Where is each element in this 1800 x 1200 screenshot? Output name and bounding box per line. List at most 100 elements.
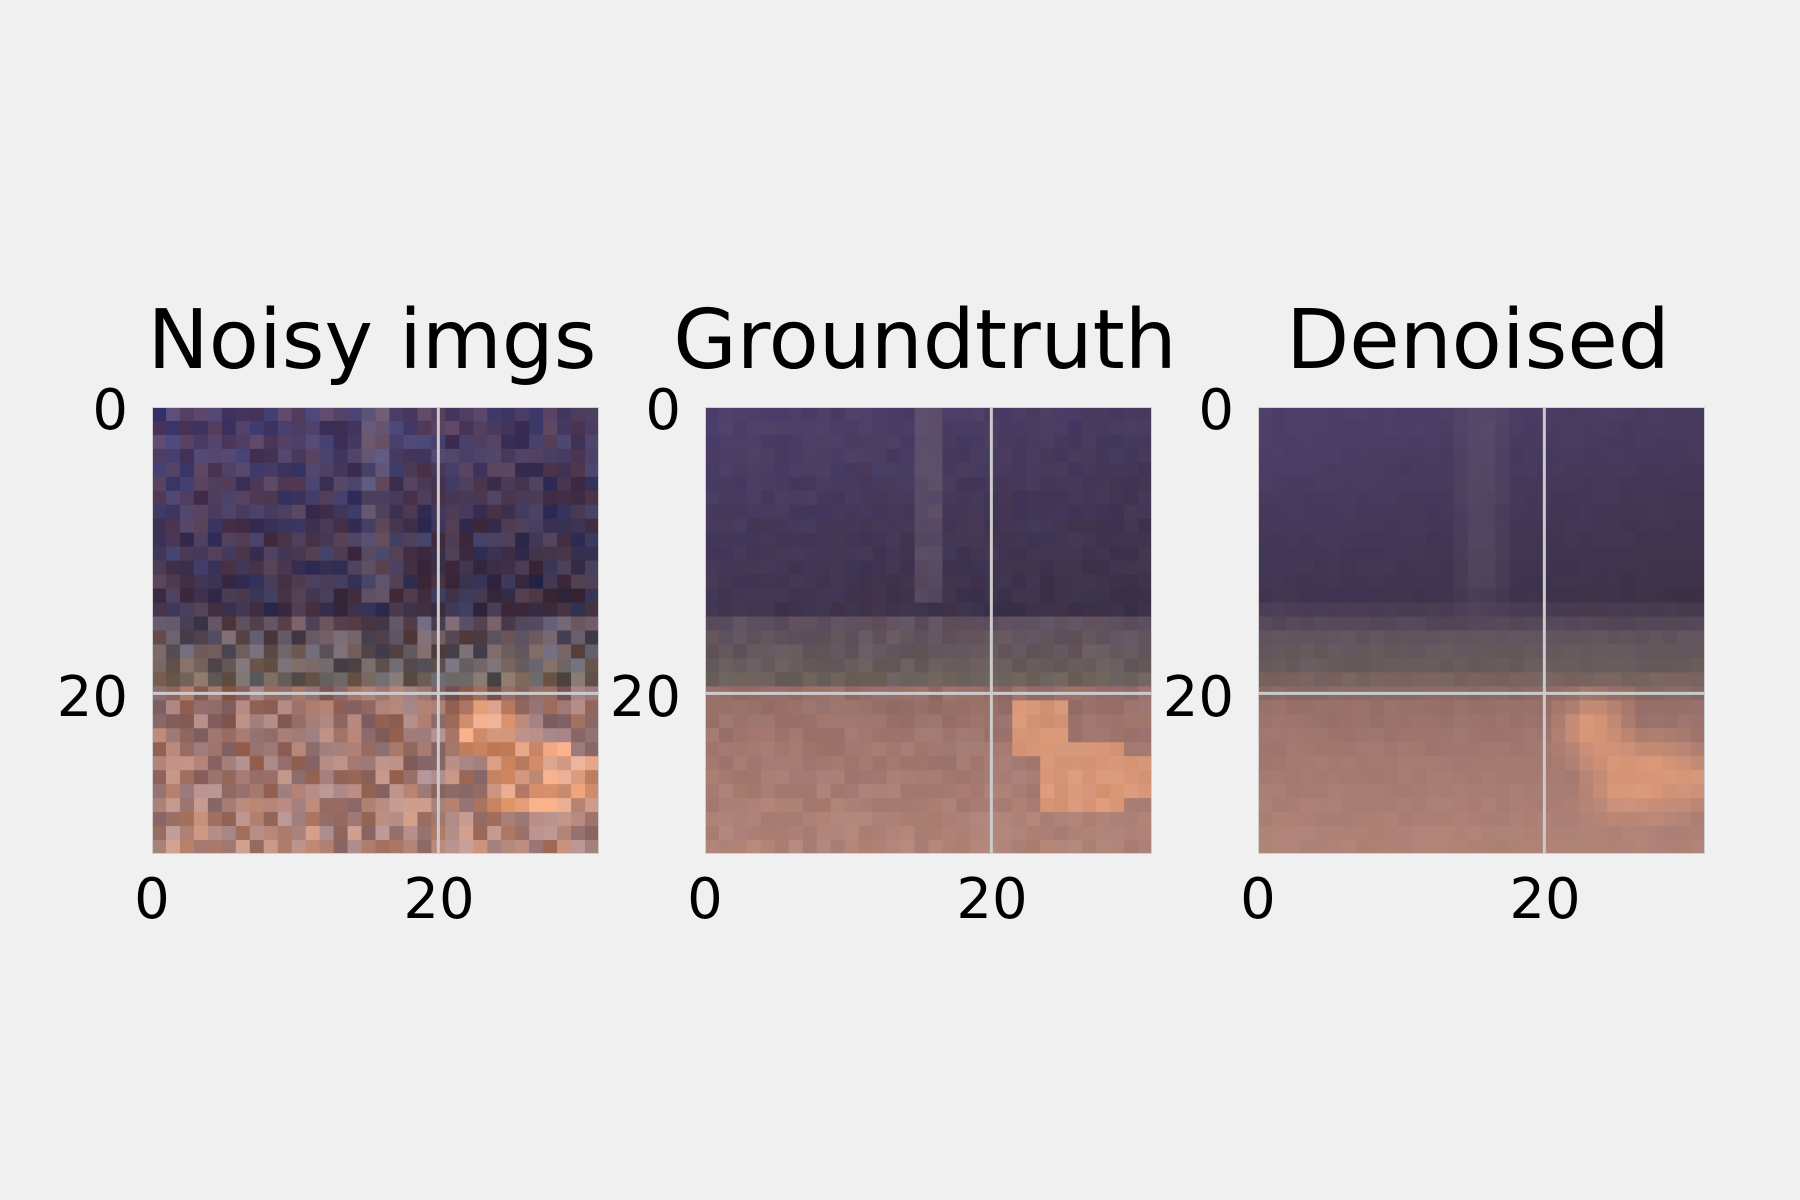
pixel [515,504,530,520]
pixel [585,504,599,520]
pixel [389,532,405,548]
pixel [1467,616,1483,632]
pixel [1523,504,1538,520]
pixel [361,546,377,562]
pixel [1341,826,1357,841]
pixel [1341,504,1357,520]
pixel [1026,518,1041,534]
pixel [1299,602,1315,618]
pixel [1327,644,1343,660]
pixel [1040,728,1055,743]
pixel [1453,504,1469,520]
pixel [1383,784,1399,799]
pixel [1565,518,1580,534]
pixel [1397,826,1413,841]
pixel [277,560,293,576]
pixel [1467,658,1483,674]
pixel [319,756,335,771]
pixel [179,798,195,813]
pixel [928,476,944,492]
pixel [165,476,181,492]
pixel [746,420,762,436]
pixel [487,476,502,492]
pixel [557,672,572,687]
pixel [746,798,762,813]
pixel [557,742,572,757]
ytick-label: 20 [1162,665,1234,730]
pixel [375,672,391,687]
pixel [319,532,335,548]
pixel [1138,728,1152,743]
pixel [942,420,958,436]
pixel [1551,756,1566,771]
pixel [788,826,804,841]
pixel [1663,407,1678,422]
pixel [1054,672,1069,687]
pixel [1138,588,1152,604]
pixel [1453,518,1469,534]
pixel [816,462,832,478]
pixel [1425,840,1441,854]
pixel [1691,770,1705,785]
pixel [1411,588,1427,604]
pixel [788,742,804,757]
pixel [389,784,405,799]
pixel [1355,532,1371,548]
pixel [193,420,209,436]
pixel [1691,658,1705,674]
pixel [1313,630,1329,646]
pixel [571,546,586,562]
pixel [291,462,307,478]
pixel [746,700,762,715]
pixel [1397,714,1413,729]
pixel [1026,588,1041,604]
pixel [886,742,902,757]
pixel [361,756,377,771]
pixel [1453,476,1469,492]
pixel [1096,784,1111,799]
pixel [1691,756,1705,771]
pixel [1425,490,1441,506]
pixel [1481,812,1497,827]
pixel [249,532,265,548]
pixel [872,672,888,687]
pixel [1663,784,1678,799]
pixel [942,532,958,548]
pixel [1369,700,1385,715]
pixel [1621,490,1636,506]
pixel [291,784,307,799]
pixel [1495,602,1511,618]
pixel [914,658,930,674]
pixel [942,644,958,660]
pixel [705,770,720,785]
pixel [1663,616,1678,632]
pixel [1565,546,1580,562]
pixel [571,476,586,492]
pixel [221,714,237,729]
pixel [746,770,762,785]
pixel [179,812,195,827]
pixel [1383,658,1399,674]
pixel [1607,490,1622,506]
pixel [1579,812,1594,827]
pixel [487,434,502,450]
pixel [830,462,846,478]
pixel [501,700,516,715]
pixel [1467,476,1483,492]
pixel [333,448,349,464]
pixel [1327,770,1343,785]
pixel [235,644,251,660]
pixel [872,602,888,618]
pixel [152,840,167,854]
pixel [970,840,985,854]
pixel [914,476,930,492]
pixel [403,742,419,757]
pixel [1593,840,1608,854]
pixel [1341,560,1357,576]
pixel [970,448,985,464]
pixel [1621,407,1636,422]
pixel [858,630,874,646]
pixel [1663,756,1678,771]
pixel [179,546,195,562]
pixel [1096,560,1111,576]
